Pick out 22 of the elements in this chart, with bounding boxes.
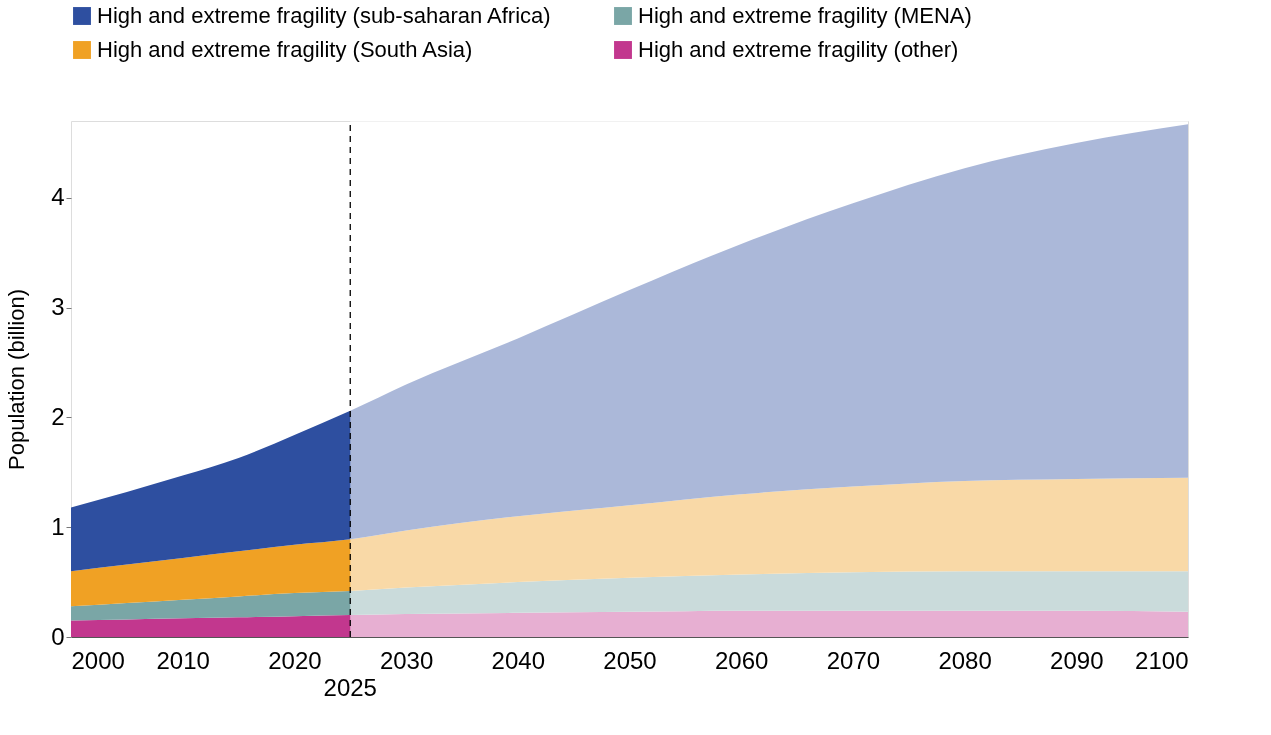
- x-tick-label: 2080: [938, 646, 992, 674]
- y-axis-title: Population (billion): [4, 289, 30, 470]
- legend-label: High and extreme fragility (South Asia): [97, 37, 473, 62]
- y-tick-label: 3: [51, 293, 65, 321]
- x-tick-label: 2010: [156, 646, 210, 674]
- x-tick-label: 2020: [268, 646, 322, 674]
- y-tick-label: 0: [51, 622, 65, 650]
- y-tick-label: 1: [51, 512, 65, 540]
- x-tick-label: 2070: [826, 646, 881, 674]
- y-tick-label: 2: [51, 402, 65, 430]
- x-tick-label: 2100: [1135, 646, 1189, 674]
- y-tick-label: 4: [51, 183, 65, 211]
- x-tick-label: 2050: [603, 646, 657, 674]
- legend-label: High and extreme fragility (other): [638, 37, 959, 62]
- x-tick-label: 2000: [71, 646, 125, 674]
- legend-label: High and extreme fragility (sub-saharan Africa): [97, 3, 551, 28]
- x-tick-label: 2090: [1050, 646, 1104, 674]
- legend-label: High and extreme fragility (MENA): [638, 3, 972, 28]
- x-tick-label: 2030: [379, 646, 434, 674]
- x-tick-label: 2040: [491, 646, 545, 674]
- ref-line-label: 2025: [323, 674, 377, 701]
- x-tick-label: 2060: [715, 646, 769, 674]
